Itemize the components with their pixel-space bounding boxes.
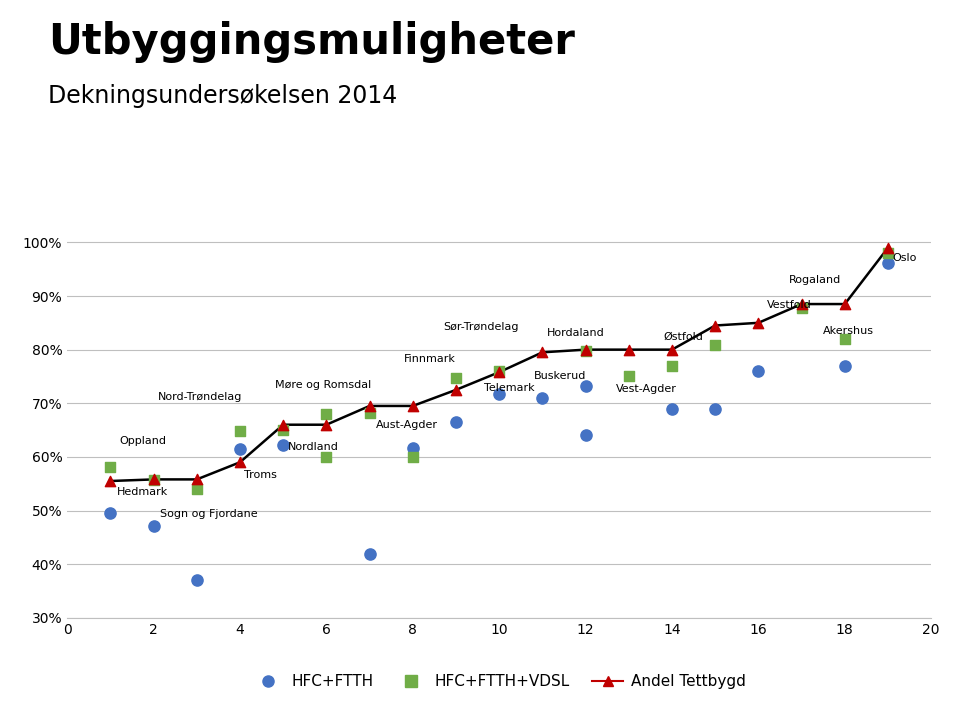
Point [492,366,507,378]
Point [751,366,766,377]
Point [880,242,896,253]
Text: Akershus: Akershus [823,326,875,336]
Text: Nord-Trøndelag: Nord-Trøndelag [157,392,242,402]
Point [146,475,161,486]
Point [103,508,118,519]
Point [578,430,593,441]
Point [535,392,550,404]
Point [578,380,593,391]
Text: Sør-Trøndelag: Sør-Trøndelag [443,322,518,333]
Text: Oslo: Oslo [893,253,917,263]
Point [319,409,334,420]
Point [276,419,291,430]
Text: Vestfold: Vestfold [767,300,812,310]
Point [708,403,723,414]
Point [448,384,464,395]
Point [621,371,636,382]
Point [880,257,896,268]
Text: Hordaland: Hordaland [546,328,605,338]
Point [664,344,680,355]
Point [405,400,420,411]
Text: Hedmark: Hedmark [117,487,168,498]
Point [837,360,852,371]
Point [189,474,204,485]
Text: Nordland: Nordland [288,442,338,452]
Text: Vest-Agder: Vest-Agder [616,384,677,394]
Point [319,419,334,430]
Text: Finnmark: Finnmark [404,354,456,364]
Point [751,317,766,329]
Point [362,407,377,418]
Point [794,298,809,310]
Point [578,345,593,357]
Point [708,320,723,331]
Point [880,248,896,259]
Text: Østfold: Østfold [663,332,704,342]
Point [664,403,680,414]
Point [189,575,204,586]
Point [362,400,377,411]
Text: Buskerud: Buskerud [534,371,587,381]
Text: Telemark: Telemark [484,383,535,393]
Point [492,365,507,376]
Point [232,456,248,468]
Point [103,475,118,486]
Text: Utbyggingsmuligheter: Utbyggingsmuligheter [48,21,575,63]
Text: Dekningsundersøkelsen 2014: Dekningsundersøkelsen 2014 [48,84,397,108]
Point [405,442,420,453]
Point [362,549,377,560]
Point [319,451,334,463]
Point [621,344,636,355]
Point [578,344,593,355]
Text: Oppland: Oppland [119,436,166,446]
Text: Troms: Troms [244,470,277,479]
Text: Rogaland: Rogaland [789,275,841,285]
Point [146,474,161,485]
Point [492,388,507,399]
Legend: HFC+FTTH, HFC+FTTH+VDSL, Andel Tettbygd: HFC+FTTH, HFC+FTTH+VDSL, Andel Tettbygd [247,668,752,695]
Text: Aust-Agder: Aust-Agder [376,420,438,430]
Point [405,451,420,463]
Point [794,302,809,313]
Point [276,439,291,450]
Text: Møre og Romsdal: Møre og Romsdal [275,380,371,390]
Point [708,340,723,351]
Point [189,483,204,494]
Point [535,347,550,358]
Text: Sogn og Fjordane: Sogn og Fjordane [160,509,257,519]
Point [232,425,248,437]
Point [232,443,248,454]
Point [837,298,852,310]
Point [103,461,118,472]
Point [448,416,464,428]
Point [146,520,161,531]
Point [448,372,464,383]
Point [276,425,291,436]
Point [664,360,680,371]
Point [837,333,852,345]
